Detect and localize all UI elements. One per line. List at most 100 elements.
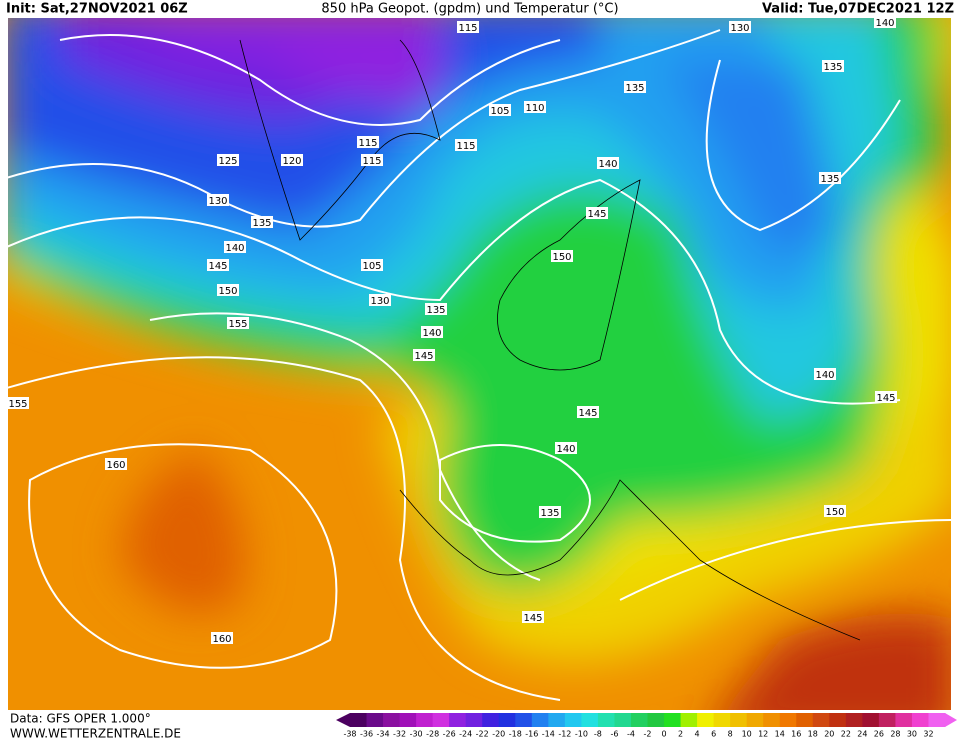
label-box: [875, 391, 897, 403]
label-box: [361, 259, 383, 271]
colorbar-swatch: [581, 713, 599, 727]
contour-label: 115: [362, 156, 381, 167]
footer: Data: GFS OPER 1.000° WWW.WETTERZENTRALE…: [10, 712, 181, 741]
colorbar-label: -36: [360, 730, 373, 739]
colorbar-label: -16: [525, 730, 538, 739]
label-box: [729, 21, 751, 33]
contour-label: 140: [556, 444, 575, 455]
contour-label: 130: [730, 23, 749, 34]
colorbar-label: 24: [857, 730, 867, 739]
contour-label: 140: [598, 159, 617, 170]
contour-label: 145: [876, 393, 895, 404]
label-box: [577, 406, 599, 418]
colorbar-swatch: [812, 713, 830, 727]
contour-label: 150: [218, 286, 237, 297]
colorbar-swatch: [713, 713, 731, 727]
colorbar-label: -8: [594, 730, 602, 739]
colorbar-label: 18: [808, 730, 818, 739]
label-box: [361, 154, 383, 166]
label-box: [551, 250, 573, 262]
label-box: [217, 284, 239, 296]
contour-label: 130: [208, 196, 227, 207]
colorbar-label: -30: [410, 730, 423, 739]
colorbar-label: 32: [923, 730, 933, 739]
label-box: [105, 458, 127, 470]
title: 850 hPa Geopot. (gpdm) und Temperatur (°…: [321, 2, 618, 17]
data-source: Data: GFS OPER 1.000°: [10, 712, 151, 726]
colorbar-swatch: [746, 713, 764, 727]
init-time: Init: Sat,27NOV2021 06Z: [6, 2, 188, 17]
colorbar-label: -14: [542, 730, 555, 739]
colorbar-label: 8: [728, 730, 733, 739]
colorbar-swatch: [878, 713, 896, 727]
contour-label: 105: [362, 261, 381, 272]
colorbar-label: 20: [824, 730, 834, 739]
label-box: [217, 154, 239, 166]
contour-label: 125: [218, 156, 237, 167]
contour-label: 140: [875, 18, 894, 29]
contour-label: 150: [825, 507, 844, 518]
colorbar-swatch: [829, 713, 847, 727]
contour-label: 145: [414, 351, 433, 362]
contour-label: 160: [212, 634, 231, 645]
colorbar-swatch: [531, 713, 549, 727]
contour-label: 110: [525, 103, 544, 114]
contour-label: 145: [523, 613, 542, 624]
colorbar-arrow-left: [336, 713, 350, 727]
colorbar-label: 12: [758, 730, 768, 739]
contour-label: 160: [106, 460, 125, 471]
label-box: [421, 326, 443, 338]
contour-label: 150: [552, 252, 571, 263]
label-box: [211, 632, 233, 644]
colorbar-swatch: [383, 713, 401, 727]
label-box: [413, 349, 435, 361]
colorbar-label: -20: [492, 730, 505, 739]
colorbar-swatch: [845, 713, 863, 727]
colorbar-label: 28: [890, 730, 900, 739]
label-box: [425, 303, 447, 315]
colorbar-swatch: [548, 713, 566, 727]
contour-label: 140: [225, 243, 244, 254]
contour-label: 135: [820, 174, 839, 185]
colorbar-label: -22: [476, 730, 489, 739]
colorbar-label: -10: [575, 730, 588, 739]
colorbar-swatch: [399, 713, 417, 727]
contour-label: 135: [540, 508, 559, 519]
colorbar-label: -32: [393, 730, 406, 739]
contour-label: 115: [458, 23, 477, 34]
contour-label: 145: [208, 261, 227, 272]
label-box: [874, 16, 896, 28]
colorbar-label: 30: [907, 730, 917, 739]
label-box: [227, 317, 249, 329]
colorbar-swatch: [647, 713, 665, 727]
label-box: [819, 172, 841, 184]
colorbar-swatch: [366, 713, 384, 727]
label-box: [822, 60, 844, 72]
colorbar-swatch: [482, 713, 500, 727]
colorbar: -38 -36 -34 -32 -30 -28 -26 -24 -22 -20 -18 -16 -14-…: [336, 713, 957, 739]
contour-label: 105: [490, 106, 509, 117]
label-box: [539, 506, 561, 518]
colorbar-swatch: [796, 713, 814, 727]
label-box: [457, 21, 479, 33]
colorbar-label: -2: [644, 730, 652, 739]
colorbar-swatch: [763, 713, 781, 727]
colorbar-label: -4: [627, 730, 635, 739]
colorbar-swatch: [597, 713, 615, 727]
label-box: [597, 157, 619, 169]
contour-label: 120: [282, 156, 301, 167]
colorbar-label: 16: [791, 730, 801, 739]
site: WWW.WETTERZENTRALE.DE: [10, 727, 181, 741]
label-box: [814, 368, 836, 380]
colorbar-label: -34: [377, 730, 390, 739]
colorbar-arrow-right: [945, 713, 957, 727]
colorbar-swatch: [911, 713, 929, 727]
colorbar-label: 6: [711, 730, 716, 739]
colorbar-label: -38: [343, 730, 356, 739]
colorbar-swatch: [515, 713, 533, 727]
colorbar-swatch: [498, 713, 516, 727]
contour-labels: 115 130 140 135 135 105 110 115 115 125 120 115 140 1…: [7, 16, 897, 645]
colorbar-swatch: [449, 713, 467, 727]
